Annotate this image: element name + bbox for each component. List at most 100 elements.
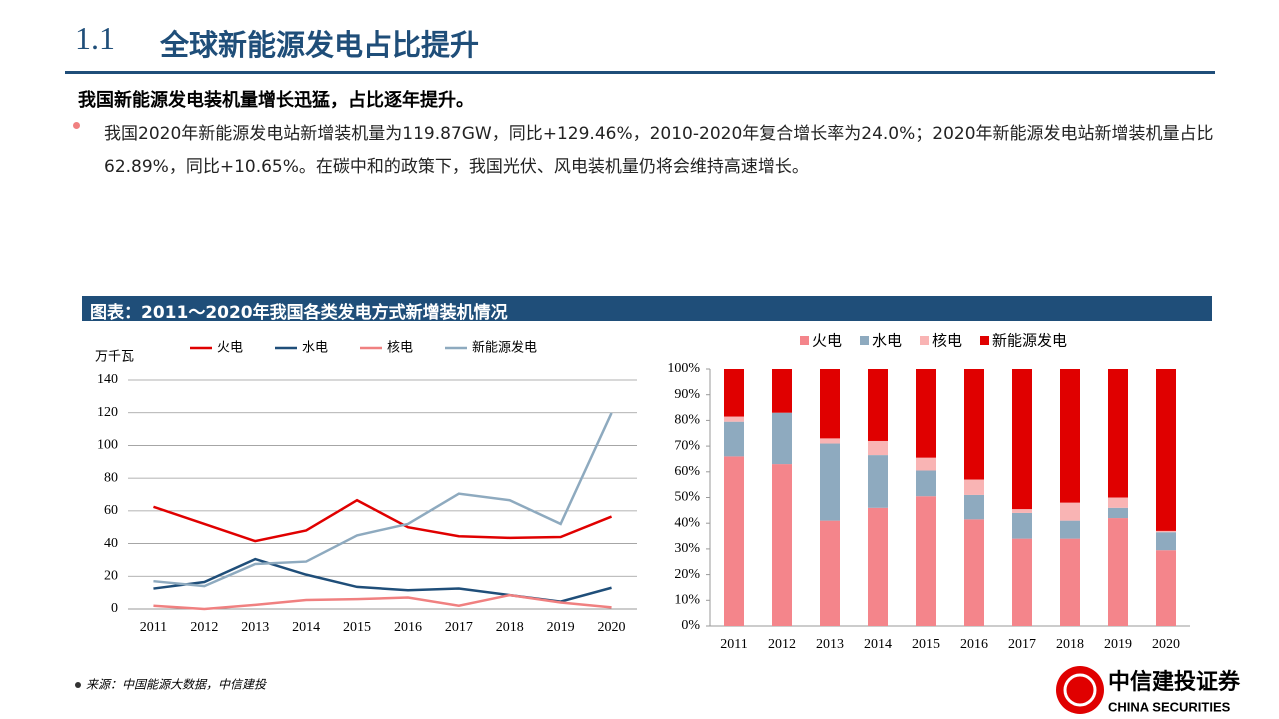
x-tick-label: 2015 bbox=[912, 637, 940, 652]
bar-segment bbox=[1156, 550, 1176, 626]
bar-segment bbox=[1060, 369, 1080, 503]
bar-segment bbox=[1108, 518, 1128, 626]
legend-swatch bbox=[980, 336, 989, 345]
y-tick-label: 60% bbox=[674, 464, 700, 479]
logo-name: 中信建投证券 bbox=[1108, 669, 1241, 695]
y-tick-label: 80% bbox=[674, 413, 700, 428]
x-tick-label: 2011 bbox=[720, 637, 747, 652]
y-tick-label: 50% bbox=[674, 490, 700, 505]
bar-segment bbox=[724, 421, 744, 457]
bar-segment bbox=[724, 416, 744, 422]
bar-segment bbox=[1012, 538, 1032, 626]
bar-segment bbox=[1012, 509, 1032, 513]
legend-swatch bbox=[800, 336, 809, 345]
bar-segment bbox=[724, 456, 744, 626]
legend-label: 新能源发电 bbox=[992, 332, 1067, 350]
bar-segment bbox=[772, 464, 792, 626]
bar-segment bbox=[868, 440, 888, 456]
bar-segment bbox=[1060, 502, 1080, 521]
bar-segment bbox=[820, 369, 840, 439]
y-tick-label: 0 bbox=[111, 601, 118, 616]
x-tick-label: 2018 bbox=[1056, 637, 1084, 652]
x-tick-label: 2014 bbox=[864, 637, 892, 652]
legend-swatch bbox=[920, 336, 929, 345]
bar-segment bbox=[964, 494, 984, 520]
line-series bbox=[153, 557, 612, 603]
bar-segment bbox=[964, 479, 984, 495]
bar-segment bbox=[1108, 507, 1128, 519]
y-tick-label: 20% bbox=[674, 567, 700, 582]
legend-label: 新能源发电 bbox=[472, 340, 537, 356]
y-tick-label: 60 bbox=[104, 503, 118, 518]
section-number: 1.1 bbox=[75, 20, 115, 56]
bar-segment bbox=[724, 369, 744, 417]
y-tick-label: 20 bbox=[104, 569, 118, 584]
bar-segment bbox=[868, 507, 888, 626]
bar-segment bbox=[868, 455, 888, 508]
bar-segment bbox=[868, 369, 888, 441]
bar-segment bbox=[1012, 369, 1032, 510]
bar-segment bbox=[964, 369, 984, 480]
bar-segment bbox=[916, 457, 936, 471]
legend-label: 核电 bbox=[932, 332, 962, 350]
x-tick-label: 2014 bbox=[292, 620, 320, 635]
bar-segment bbox=[1156, 532, 1176, 551]
figure-title-bar bbox=[82, 296, 1212, 321]
x-tick-label: 2015 bbox=[343, 620, 371, 635]
y-tick-label: 140 bbox=[97, 372, 118, 387]
bar-segment bbox=[820, 438, 840, 444]
x-tick-label: 2012 bbox=[768, 637, 796, 652]
bar-segment bbox=[820, 443, 840, 521]
legend-label: 核电 bbox=[387, 341, 413, 356]
bar-segment bbox=[916, 496, 936, 626]
y-tick-label: 90% bbox=[674, 387, 700, 402]
y-tick-label: 100 bbox=[97, 438, 118, 453]
bar-segment bbox=[916, 470, 936, 497]
title-rule bbox=[65, 71, 1215, 74]
logo-mark bbox=[1056, 666, 1104, 714]
slide-title: 全球新能源发电占比提升 bbox=[160, 28, 480, 62]
bar-segment bbox=[1156, 369, 1176, 531]
y-tick-label: 70% bbox=[674, 438, 700, 453]
y-tick-label: 100% bbox=[667, 361, 700, 376]
subtitle: 我国新能源发电装机量增长迅猛，占比逐年提升。 bbox=[78, 90, 474, 111]
y-tick-label: 30% bbox=[674, 541, 700, 556]
bar-segment bbox=[1108, 497, 1128, 508]
logo-mark-inner bbox=[1063, 673, 1097, 707]
legend-label: 水电 bbox=[872, 332, 902, 350]
bar-segment bbox=[1060, 520, 1080, 539]
x-tick-label: 2011 bbox=[140, 620, 167, 635]
y-tick-label: 40% bbox=[674, 515, 700, 530]
bar-segment bbox=[964, 519, 984, 626]
x-tick-label: 2020 bbox=[598, 620, 626, 635]
y-tick-label: 10% bbox=[674, 593, 700, 608]
bullet-text: 我国2020年新能源发电站新增装机量为119.87GW，同比+129.46%，2… bbox=[104, 124, 1214, 177]
x-tick-label: 2018 bbox=[496, 620, 524, 635]
bar-segment bbox=[1012, 512, 1032, 539]
x-tick-label: 2020 bbox=[1152, 637, 1180, 652]
x-tick-label: 2013 bbox=[241, 620, 269, 635]
x-tick-label: 2019 bbox=[1104, 637, 1132, 652]
y-tick-label: 40 bbox=[104, 536, 118, 551]
bullet-dot bbox=[73, 122, 80, 129]
bar-segment bbox=[1156, 530, 1176, 533]
y-tick-label: 120 bbox=[97, 405, 118, 420]
y-tick-label: 0% bbox=[681, 618, 700, 633]
y-tick-label: 80 bbox=[104, 470, 118, 485]
source-dot bbox=[75, 682, 81, 688]
source: 来源：中国能源大数据，中信建投 bbox=[86, 678, 267, 692]
x-tick-label: 2016 bbox=[960, 637, 988, 652]
line-series bbox=[153, 412, 613, 588]
x-tick-label: 2017 bbox=[445, 620, 473, 635]
bar-segment bbox=[1108, 369, 1128, 498]
x-tick-label: 2012 bbox=[190, 620, 218, 635]
bar-segment bbox=[916, 369, 936, 458]
bar-segment bbox=[820, 520, 840, 626]
y-axis-label: 万千瓦 bbox=[95, 350, 134, 365]
bar-segment bbox=[1060, 538, 1080, 626]
line-series bbox=[153, 498, 613, 543]
line-series bbox=[153, 593, 612, 611]
x-tick-label: 2019 bbox=[547, 620, 575, 635]
